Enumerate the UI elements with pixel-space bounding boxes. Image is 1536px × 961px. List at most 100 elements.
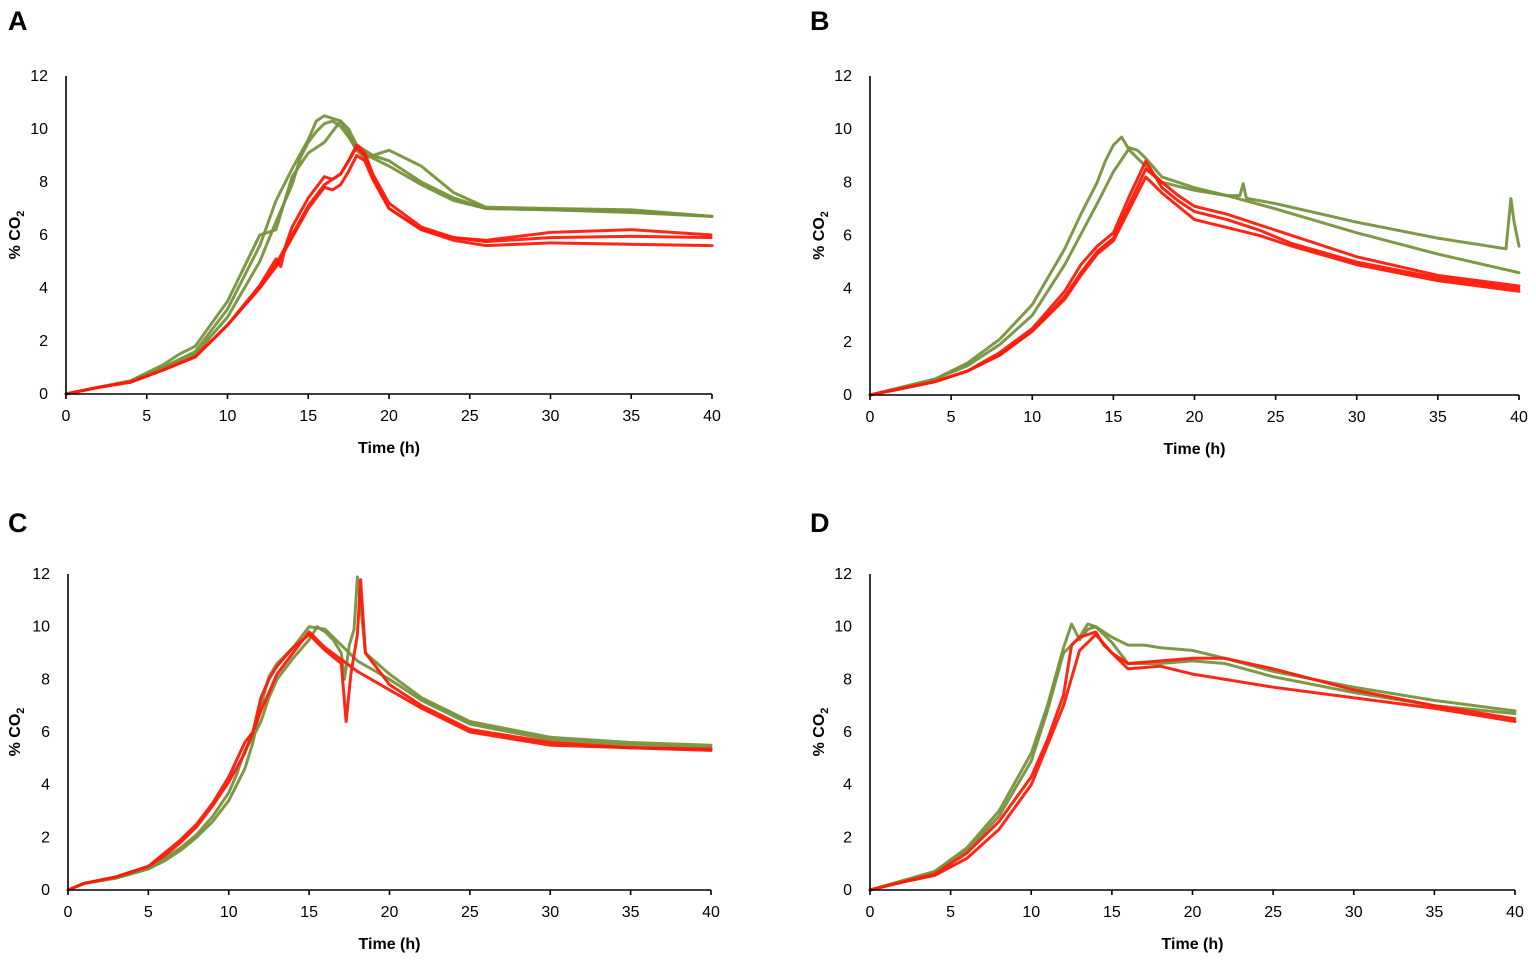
y-tick-label-b: 10: [834, 121, 852, 138]
y-tick-label-d: 8: [843, 671, 852, 688]
x-tick-label-d: 35: [1425, 904, 1443, 921]
y-tick-label-c: 12: [32, 566, 50, 583]
y-tick-label-a: 10: [30, 121, 48, 138]
x-tick-label-a: 30: [542, 408, 560, 425]
y-axis-label-a: % CO2: [7, 211, 27, 260]
x-tick-label-b: 5: [947, 409, 956, 426]
y-tick-label-a: 8: [39, 174, 48, 191]
series-green-1-c: [66, 575, 713, 892]
x-tick-label-a: 35: [622, 408, 640, 425]
series-green-3-a: [64, 119, 714, 396]
series-red-2-a: [64, 154, 714, 396]
x-tick-label-c: 15: [300, 904, 318, 921]
x-tick-label-a: 0: [62, 408, 71, 425]
x-tick-label-d: 10: [1022, 904, 1040, 921]
series-green-2-d: [868, 622, 1517, 892]
y-tick-label-b: 12: [834, 68, 852, 85]
y-tick-label-a: 4: [39, 280, 48, 297]
series-red-1-a: [64, 146, 714, 396]
x-axis-label-d: Time (h): [1162, 936, 1224, 953]
x-tick-label-b: 15: [1104, 409, 1122, 426]
series-green-1-d: [868, 622, 1517, 892]
y-tick-label-b: 6: [843, 228, 852, 245]
y-axis-label-main-d: % CO: [811, 714, 828, 757]
x-tick-label-d: 40: [1506, 904, 1524, 921]
series-red-3-a: [64, 143, 714, 396]
y-axis-label-sub-c: 2: [15, 708, 27, 714]
y-axis-label-b: % CO2: [811, 211, 831, 260]
x-tick-label-b: 30: [1348, 409, 1366, 426]
y-tick-label-d: 0: [843, 882, 852, 899]
x-tick-label-a: 5: [142, 408, 151, 425]
series-red-2-d: [868, 633, 1517, 892]
series-green-1-a: [64, 119, 714, 396]
y-axis-label-main-a: % CO: [7, 217, 24, 260]
x-tick-label-b: 40: [1510, 409, 1528, 426]
series-red-3-b: [868, 175, 1521, 397]
y-tick-label-a: 6: [39, 227, 48, 244]
series-red-2-c: [66, 630, 713, 892]
y-tick-label-b: 4: [843, 281, 852, 298]
y-tick-label-a: 0: [39, 386, 48, 403]
x-tick-label-a: 25: [461, 408, 479, 425]
series-green-2-b: [868, 146, 1521, 397]
y-tick-label-c: 0: [41, 882, 50, 899]
panel-letter-d: D: [810, 508, 830, 538]
x-tick-label-c: 40: [702, 904, 720, 921]
panel-letter-a: A: [8, 6, 28, 36]
x-tick-label-d: 5: [946, 904, 955, 921]
x-tick-label-a: 40: [703, 408, 721, 425]
x-tick-label-c: 10: [220, 904, 238, 921]
y-axis-label-sub-b: 2: [819, 211, 831, 217]
y-tick-label-c: 4: [41, 777, 50, 794]
x-axis-label-c: Time (h): [359, 936, 421, 953]
x-tick-label-c: 5: [144, 904, 153, 921]
series-green-1-b: [868, 135, 1521, 397]
series-red-1-d: [868, 630, 1517, 892]
y-tick-label-d: 2: [843, 829, 852, 846]
y-tick-label-a: 2: [39, 333, 48, 350]
y-tick-label-c: 10: [32, 619, 50, 636]
x-tick-label-c: 20: [381, 904, 399, 921]
y-axis-label-c: % CO2: [7, 708, 27, 757]
series-green-2-c: [66, 625, 713, 892]
x-tick-label-b: 0: [866, 409, 875, 426]
x-tick-label-a: 10: [219, 408, 237, 425]
x-tick-label-d: 20: [1184, 904, 1202, 921]
y-tick-label-d: 10: [834, 619, 852, 636]
x-tick-label-d: 0: [866, 904, 875, 921]
y-tick-label-d: 4: [843, 777, 852, 794]
y-axis-label-main-b: % CO: [811, 217, 828, 260]
x-tick-label-b: 20: [1186, 409, 1204, 426]
x-tick-label-c: 25: [461, 904, 479, 921]
series-green-2-a: [64, 114, 714, 396]
y-tick-label-b: 0: [843, 387, 852, 404]
y-axis-label-main-c: % CO: [7, 714, 24, 757]
panel-c: C 0 5 10 15 20 25 30 35 40 0 2 4 6 8 10 12 Time (h) % CO2: [7, 508, 720, 953]
x-tick-label-a: 15: [299, 408, 317, 425]
x-tick-label-b: 10: [1023, 409, 1041, 426]
x-axis-label-a: Time (h): [358, 440, 420, 457]
x-tick-label-c: 35: [622, 904, 640, 921]
x-tick-label-d: 15: [1103, 904, 1121, 921]
y-tick-label-b: 2: [843, 334, 852, 351]
series-red-2-b: [868, 167, 1521, 397]
y-axis-label-sub-d: 2: [819, 708, 831, 714]
y-axis-label-d: % CO2: [811, 708, 831, 757]
y-tick-label-c: 8: [41, 671, 50, 688]
x-axis-label-b: Time (h): [1164, 441, 1226, 458]
x-tick-label-b: 25: [1267, 409, 1285, 426]
y-tick-label-c: 6: [41, 724, 50, 741]
panel-letter-c: C: [8, 508, 28, 538]
y-axis-label-sub-a: 2: [15, 211, 27, 217]
x-tick-label-c: 30: [541, 904, 559, 921]
y-tick-label-a: 12: [30, 68, 48, 85]
x-tick-label-c: 0: [64, 904, 73, 921]
x-tick-label-d: 30: [1345, 904, 1363, 921]
x-tick-label-d: 25: [1264, 904, 1282, 921]
x-tick-label-b: 35: [1429, 409, 1447, 426]
y-tick-label-d: 12: [834, 566, 852, 583]
panel-letter-b: B: [810, 6, 830, 36]
